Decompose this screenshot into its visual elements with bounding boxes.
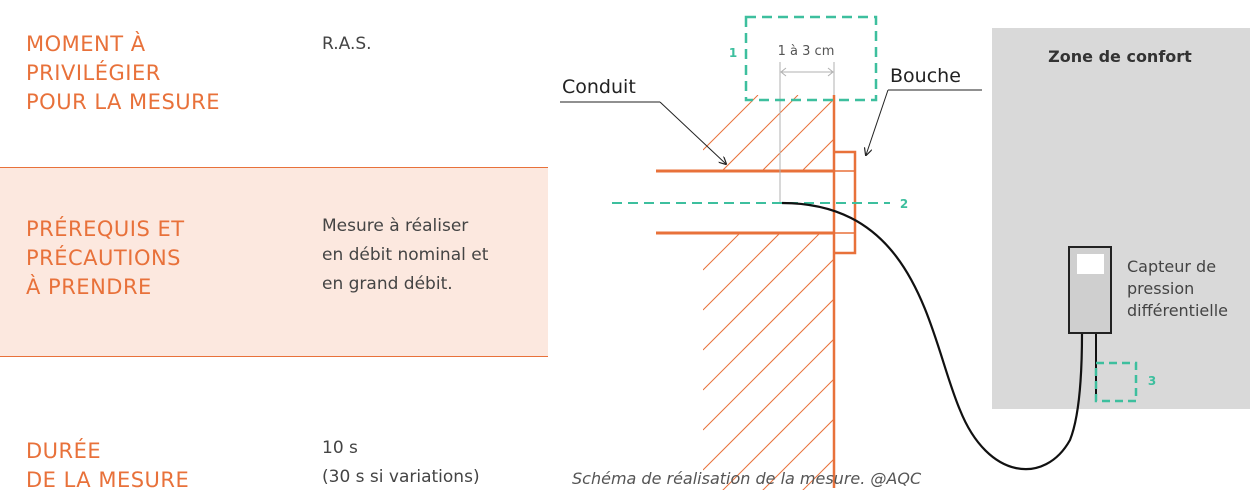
row-value: R.A.S. — [322, 34, 372, 54]
diagram-caption: Schéma de réalisation de la mesure. @AQC — [572, 469, 922, 488]
marker-3: 3 — [1148, 374, 1156, 388]
measurement-tube — [781, 201, 1084, 471]
row-label: MOMENT À PRIVILÉGIER POUR LA MESURE — [26, 32, 221, 114]
row-label: DURÉE DE LA MESURE — [26, 439, 190, 492]
sensor-label: Capteur de pression différentielle — [1127, 257, 1228, 320]
row-value: 10 s (30 s si variations) — [322, 438, 480, 487]
row-moment: MOMENT À PRIVILÉGIER POUR LA MESURE R.A.… — [0, 0, 548, 168]
bouche-leader — [866, 89, 889, 155]
measurement-info-table: MOMENT À PRIVILÉGIER POUR LA MESURE R.A.… — [0, 0, 548, 495]
sensor-display — [1077, 254, 1104, 274]
bouche-label: Bouche — [890, 65, 961, 87]
comfort-zone — [992, 28, 1250, 409]
conduit-leader — [659, 101, 726, 164]
row-label: PRÉREQUIS ET PRÉCAUTIONS À PRENDRE — [26, 217, 185, 299]
dimension-label: 1 à 3 cm — [778, 44, 835, 59]
row-value: Mesure à réaliser en débit nominal et en… — [322, 216, 489, 294]
marker-1-box — [744, 15, 878, 102]
comfort-zone-title: Zone de confort — [1048, 47, 1192, 66]
row-prerequis: PRÉREQUIS ET PRÉCAUTIONS À PRENDRE Mesur… — [0, 168, 548, 357]
marker-1: 1 — [729, 46, 737, 60]
marker-2: 2 — [900, 197, 908, 211]
conduit-label: Conduit — [562, 76, 636, 98]
row-duree: DURÉE DE LA MESURE 10 s (30 s si variati… — [0, 357, 548, 495]
marker-3-box — [1094, 361, 1138, 403]
